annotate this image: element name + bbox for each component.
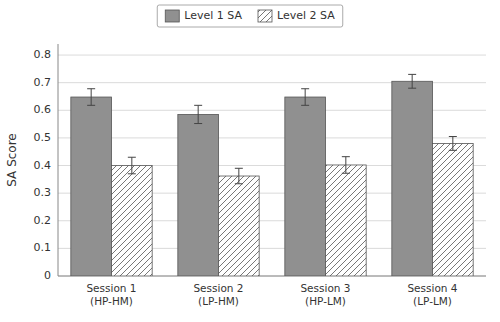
error-bar <box>449 137 457 151</box>
legend: Level 1 SA Level 2 SA <box>157 5 343 27</box>
y-axis-label: SA Score <box>5 133 19 186</box>
y-tick-label: 0.2 <box>34 214 52 227</box>
legend-label: Level 2 SA <box>277 9 335 22</box>
legend-swatch <box>165 10 179 22</box>
grid <box>58 55 486 276</box>
x-tick-label-line: (HP-HM) <box>90 295 133 307</box>
grid-line <box>58 55 486 56</box>
y-tick-label: 0.8 <box>34 48 52 61</box>
x-tick-label-line: (LP-HM) <box>198 295 239 307</box>
bar <box>285 97 326 276</box>
error-bar <box>194 105 202 123</box>
bar <box>433 143 474 276</box>
bar <box>392 81 433 276</box>
x-tick-label-line: (HP-LM) <box>305 295 346 307</box>
y-tick-label: 0.3 <box>34 186 52 199</box>
x-tick-label: Session 3(HP-LM) <box>300 282 350 307</box>
x-tick-label: Session 2(LP-HM) <box>193 282 243 307</box>
x-tick-label: Session 4(LP-LM) <box>407 282 457 307</box>
y-tick-label: 0 <box>44 269 51 282</box>
y-tick-label: 0.7 <box>34 76 52 89</box>
y-tick-label: 0.1 <box>34 241 52 254</box>
bar <box>219 176 260 276</box>
y-axis-line <box>58 44 59 276</box>
bars <box>71 74 473 276</box>
x-tick-label-line: Session 1 <box>86 282 136 294</box>
y-tick-label: 0.5 <box>34 131 52 144</box>
error-bar <box>87 89 95 106</box>
bar <box>326 165 367 276</box>
chart-container: 0 0.1 0.2 0.3 0.4 0.5 0.6 0.7 0.8 SA Score Session… <box>0 0 500 322</box>
x-tick-label-line: Session 2 <box>193 282 243 294</box>
error-bar <box>235 168 243 183</box>
bar <box>178 114 219 276</box>
legend-frame <box>157 5 343 27</box>
y-tick-label: 0.6 <box>34 103 52 116</box>
error-bar <box>408 74 416 88</box>
y-tick-label: 0.4 <box>34 159 52 172</box>
bar <box>112 166 153 276</box>
legend-swatch <box>258 10 272 22</box>
bar <box>71 97 112 276</box>
x-tick-label-line: Session 3 <box>300 282 350 294</box>
legend-label: Level 1 SA <box>184 9 242 22</box>
x-tick-label: Session 1(HP-HM) <box>86 282 136 307</box>
error-bar <box>301 89 309 106</box>
x-tick-label-line: (LP-LM) <box>413 295 452 307</box>
error-bar <box>342 157 350 174</box>
chart-svg: 0 0.1 0.2 0.3 0.4 0.5 0.6 0.7 0.8 SA Score Session… <box>0 0 500 322</box>
error-bar <box>128 157 136 174</box>
x-tick-label-line: Session 4 <box>407 282 457 294</box>
